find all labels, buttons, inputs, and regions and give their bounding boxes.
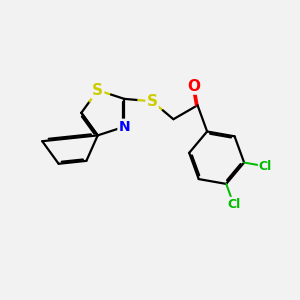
Text: S: S [146, 94, 158, 109]
Text: S: S [92, 83, 103, 98]
Text: Cl: Cl [259, 160, 272, 173]
Text: Cl: Cl [227, 198, 240, 211]
Text: N: N [118, 120, 130, 134]
Text: O: O [188, 79, 201, 94]
